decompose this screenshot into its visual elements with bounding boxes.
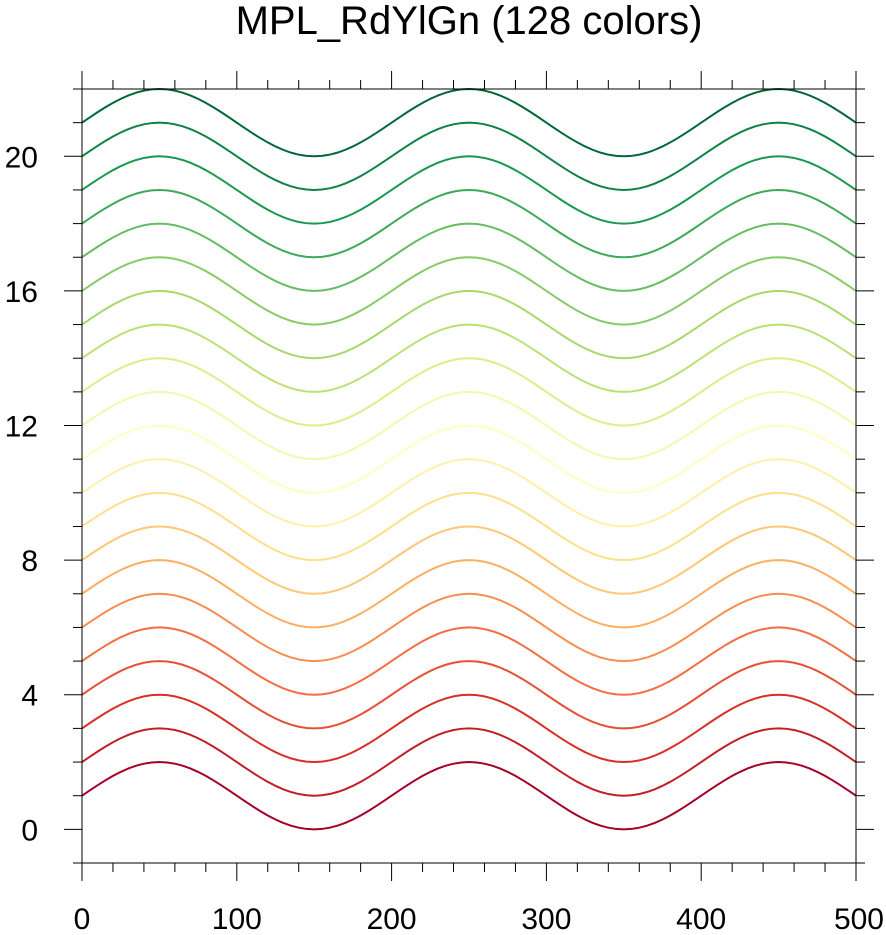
series-line-10 [81,424,857,494]
y-tick-label: 8 [21,545,38,578]
series-line-12 [81,357,857,427]
x-tick-label: 300 [521,903,571,935]
series-line-8 [81,491,857,562]
x-tick-label: 400 [676,903,726,935]
x-tick-label: 500 [834,903,884,935]
series-line-5 [81,592,857,663]
chart-title: MPL_RdYlGn (128 colors) [236,0,703,43]
series-line-1 [81,727,857,797]
y-tick-label: 20 [5,141,38,174]
x-tick-labels: 0 100 200 300 400 500 [74,903,884,935]
x-tick-label: 0 [74,903,91,935]
series-line-4 [81,626,857,696]
y-tick-label: 16 [5,276,38,309]
plot-frame [81,88,857,864]
series-line-17 [81,188,857,259]
series-line-2 [81,693,857,764]
series-line-6 [81,559,857,629]
tick-layer [64,71,874,881]
series-line-13 [81,323,857,393]
series-layer [81,87,857,831]
y-tick-label: 12 [5,411,38,444]
series-line-11 [81,390,857,461]
series-line-0 [81,761,857,831]
series-line-14 [81,289,857,360]
series-line-3 [81,660,857,730]
y-tick-label: 4 [21,680,38,713]
series-line-7 [81,525,857,595]
y-tick-label: 0 [21,814,38,847]
x-tick-label: 100 [212,903,262,935]
y-tick-labels: 0 4 8 12 16 20 [5,141,38,847]
x-tick-label: 200 [367,903,417,935]
series-line-15 [81,256,857,326]
series-line-19 [81,121,857,191]
series-line-18 [81,155,857,225]
series-line-16 [81,222,857,292]
series-line-9 [81,458,857,528]
